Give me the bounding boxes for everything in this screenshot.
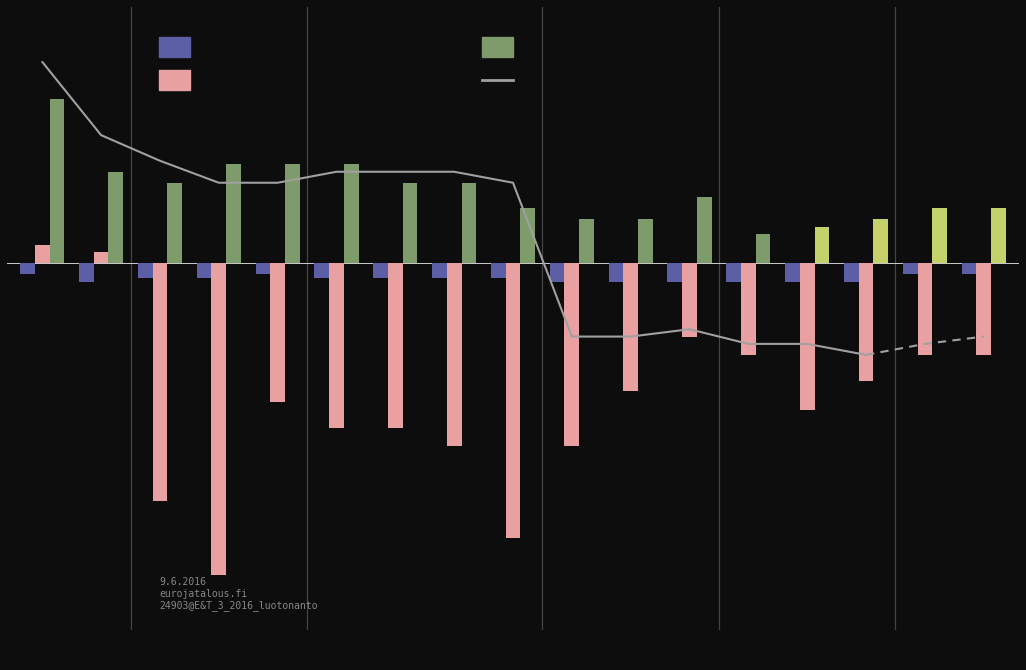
Bar: [608, 263, 624, 281]
Bar: [79, 263, 93, 281]
Bar: [917, 263, 933, 355]
Bar: [344, 164, 358, 263]
Bar: [35, 245, 49, 263]
Bar: [137, 263, 153, 278]
Bar: [462, 183, 476, 263]
Bar: [490, 263, 506, 278]
Bar: [109, 172, 123, 263]
Bar: [49, 98, 65, 263]
Bar: [638, 219, 653, 263]
Bar: [564, 263, 580, 446]
Bar: [432, 263, 446, 278]
Bar: [446, 263, 462, 446]
Bar: [961, 263, 977, 274]
Bar: [844, 263, 859, 281]
Bar: [697, 198, 712, 263]
Bar: [859, 263, 873, 381]
Bar: [388, 263, 402, 428]
Bar: [873, 219, 889, 263]
Bar: [815, 226, 829, 263]
Bar: [682, 263, 697, 336]
Bar: [285, 164, 300, 263]
Bar: [903, 263, 917, 274]
Bar: [756, 234, 771, 263]
Bar: [977, 263, 991, 355]
Bar: [373, 263, 388, 278]
Bar: [270, 263, 285, 403]
Bar: [402, 183, 418, 263]
Bar: [314, 263, 329, 278]
Bar: [21, 263, 35, 274]
Bar: [167, 183, 182, 263]
Text: 9.6.2016
eurojatalous.fi
24903@E&T_3_2016_luotonanto: 9.6.2016 eurojatalous.fi 24903@E&T_3_201…: [159, 577, 318, 611]
Bar: [520, 208, 536, 263]
Bar: [197, 263, 211, 278]
Bar: [800, 263, 815, 410]
Bar: [550, 263, 564, 281]
Bar: [226, 164, 241, 263]
Bar: [624, 263, 638, 391]
Bar: [153, 263, 167, 501]
Bar: [93, 253, 109, 263]
Bar: [741, 263, 756, 355]
Bar: [991, 208, 1005, 263]
Bar: [506, 263, 520, 538]
Bar: [211, 263, 226, 575]
Bar: [668, 263, 682, 281]
Bar: [785, 263, 800, 281]
Bar: [580, 219, 594, 263]
Bar: [726, 263, 741, 281]
Bar: [329, 263, 344, 428]
Bar: [933, 208, 947, 263]
Bar: [255, 263, 270, 274]
